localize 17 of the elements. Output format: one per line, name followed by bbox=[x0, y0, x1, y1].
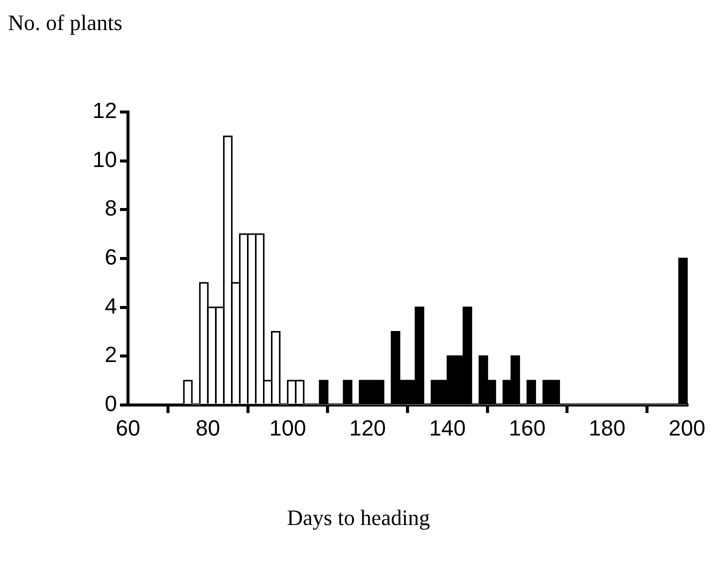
x-axis-title: Days to heading bbox=[286, 505, 431, 531]
x-tick-label: 160 bbox=[508, 415, 546, 440]
x-tick-label: 120 bbox=[349, 415, 386, 440]
y-tick-label: 4 bbox=[104, 293, 117, 318]
x-tick-label: 60 bbox=[116, 415, 140, 440]
x-tick-label: 180 bbox=[588, 415, 626, 440]
y-tick-label: 8 bbox=[104, 196, 117, 221]
y-axis-title: No. of plants bbox=[8, 10, 122, 36]
y-tick-label: 2 bbox=[104, 342, 117, 368]
y-tick-label: 10 bbox=[92, 146, 117, 172]
y-tick-label: 12 bbox=[92, 98, 117, 124]
x-tick-label: 100 bbox=[269, 415, 306, 440]
y-tick-label: 6 bbox=[104, 244, 117, 270]
x-tick-label: 140 bbox=[429, 415, 466, 440]
x-tick-label: 80 bbox=[196, 415, 220, 440]
x-tick-label: 200 bbox=[668, 415, 706, 440]
y-tick-label: 0 bbox=[104, 391, 117, 416]
